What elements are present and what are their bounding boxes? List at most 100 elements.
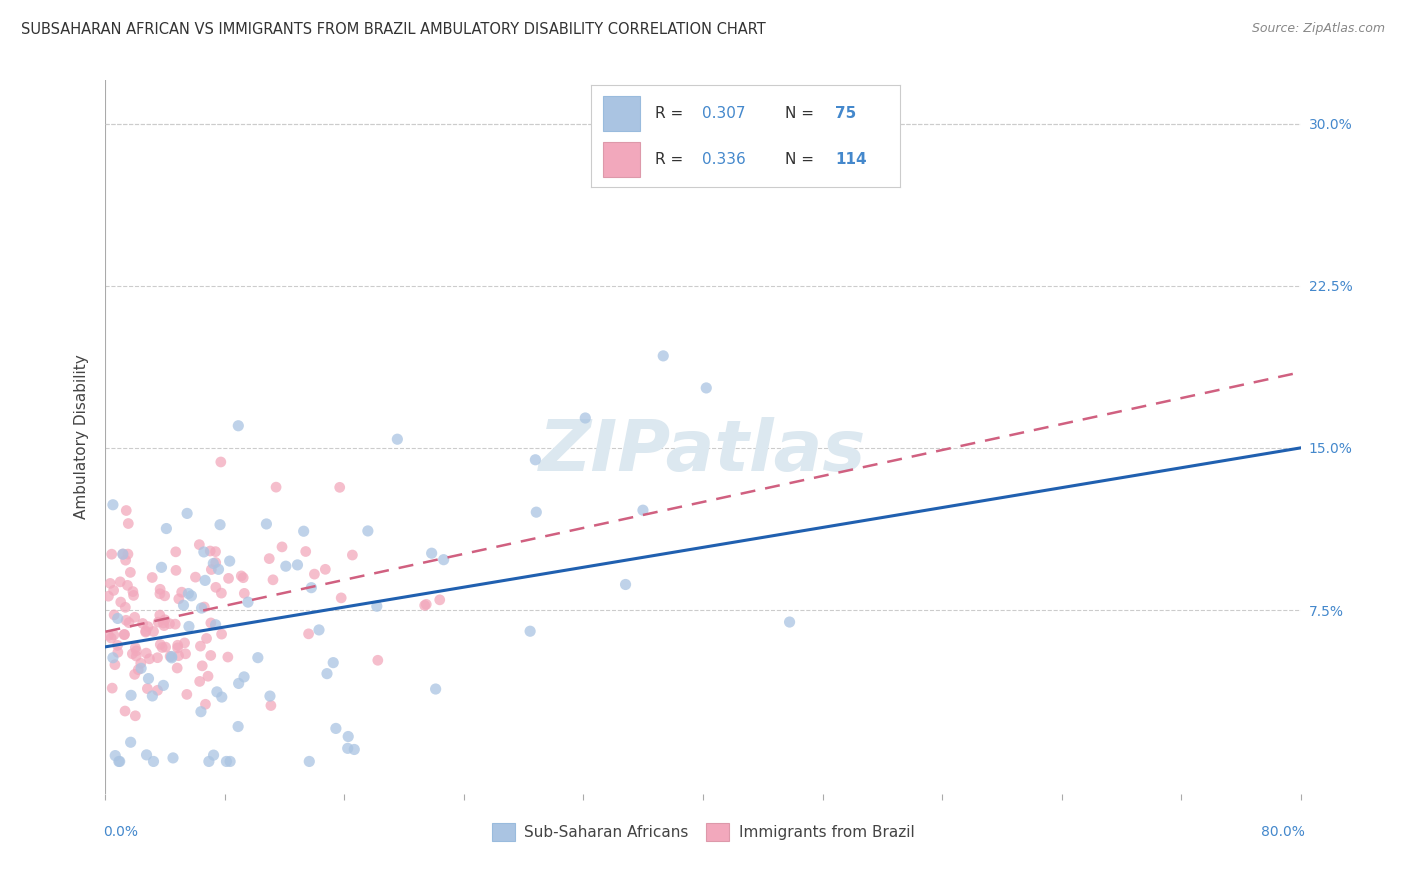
- Point: [215, 755, 238, 769]
- Point: [150, 560, 173, 574]
- Point: [167, 591, 190, 606]
- Point: [100, 547, 122, 561]
- Bar: [603, 142, 640, 177]
- Text: 114: 114: [835, 153, 866, 167]
- Point: [115, 503, 138, 517]
- Point: [112, 627, 135, 641]
- Point: [228, 676, 250, 690]
- Point: [153, 589, 176, 603]
- Point: [314, 562, 336, 576]
- Point: [138, 652, 160, 666]
- Point: [114, 627, 136, 641]
- Point: [264, 480, 287, 494]
- Point: [176, 507, 198, 521]
- Point: [101, 681, 124, 695]
- Point: [166, 661, 188, 675]
- Point: [177, 586, 200, 600]
- Point: [226, 418, 249, 433]
- Point: [176, 687, 198, 701]
- Point: [226, 719, 249, 733]
- Point: [104, 657, 127, 672]
- Point: [193, 600, 215, 615]
- Point: [108, 755, 131, 769]
- Text: 0.307: 0.307: [702, 106, 745, 121]
- Point: [236, 595, 259, 609]
- Point: [142, 624, 165, 639]
- Point: [153, 613, 176, 627]
- Point: [425, 681, 447, 696]
- Text: N =: N =: [786, 153, 820, 167]
- Point: [114, 553, 136, 567]
- Point: [204, 544, 226, 558]
- Point: [260, 698, 283, 713]
- Point: [108, 755, 131, 769]
- Point: [141, 689, 163, 703]
- Point: [204, 556, 226, 570]
- Point: [202, 557, 225, 571]
- Point: [159, 616, 181, 631]
- Point: [415, 598, 437, 612]
- Point: [122, 584, 145, 599]
- Point: [519, 624, 541, 639]
- Point: [167, 648, 190, 663]
- Point: [274, 559, 297, 574]
- Point: [135, 624, 157, 638]
- Point: [100, 631, 122, 645]
- Point: [209, 455, 232, 469]
- Point: [614, 577, 637, 591]
- Point: [103, 628, 125, 642]
- Point: [149, 582, 172, 597]
- Point: [97, 628, 120, 642]
- Point: [111, 547, 134, 561]
- Text: 80.0%: 80.0%: [1261, 825, 1305, 839]
- Point: [155, 640, 177, 654]
- Point: [299, 581, 322, 595]
- Point: [127, 663, 149, 677]
- Point: [190, 601, 212, 615]
- Point: [165, 617, 187, 632]
- Text: 0.336: 0.336: [702, 153, 745, 167]
- Point: [149, 608, 172, 623]
- Point: [120, 689, 142, 703]
- Point: [166, 640, 188, 655]
- Point: [141, 570, 163, 584]
- Point: [103, 607, 125, 622]
- Point: [131, 616, 153, 631]
- Point: [107, 645, 129, 659]
- Point: [218, 571, 240, 585]
- Point: [101, 498, 124, 512]
- Point: [205, 580, 228, 594]
- Point: [104, 748, 127, 763]
- Point: [343, 742, 366, 756]
- Point: [211, 627, 233, 641]
- Point: [160, 650, 183, 665]
- Point: [197, 669, 219, 683]
- Text: SUBSAHARAN AFRICAN VS IMMIGRANTS FROM BRAZIL AMBULATORY DISABILITY CORRELATION C: SUBSAHARAN AFRICAN VS IMMIGRANTS FROM BR…: [21, 22, 766, 37]
- Point: [103, 583, 125, 598]
- Point: [125, 649, 148, 664]
- Point: [337, 730, 360, 744]
- Point: [631, 503, 654, 517]
- Point: [136, 681, 159, 696]
- Point: [322, 656, 344, 670]
- Point: [342, 548, 364, 562]
- Point: [254, 516, 277, 531]
- Point: [524, 505, 547, 519]
- Point: [120, 735, 142, 749]
- Point: [142, 755, 165, 769]
- Point: [652, 349, 675, 363]
- Point: [124, 640, 146, 655]
- Point: [125, 644, 148, 658]
- Point: [124, 708, 146, 723]
- Point: [129, 657, 152, 671]
- Point: [124, 610, 146, 624]
- Point: [231, 569, 253, 583]
- Point: [152, 678, 174, 692]
- Point: [207, 562, 229, 576]
- Text: R =: R =: [655, 153, 689, 167]
- Point: [297, 627, 319, 641]
- Point: [695, 381, 717, 395]
- Point: [194, 698, 217, 712]
- Point: [200, 648, 222, 663]
- Point: [160, 649, 183, 664]
